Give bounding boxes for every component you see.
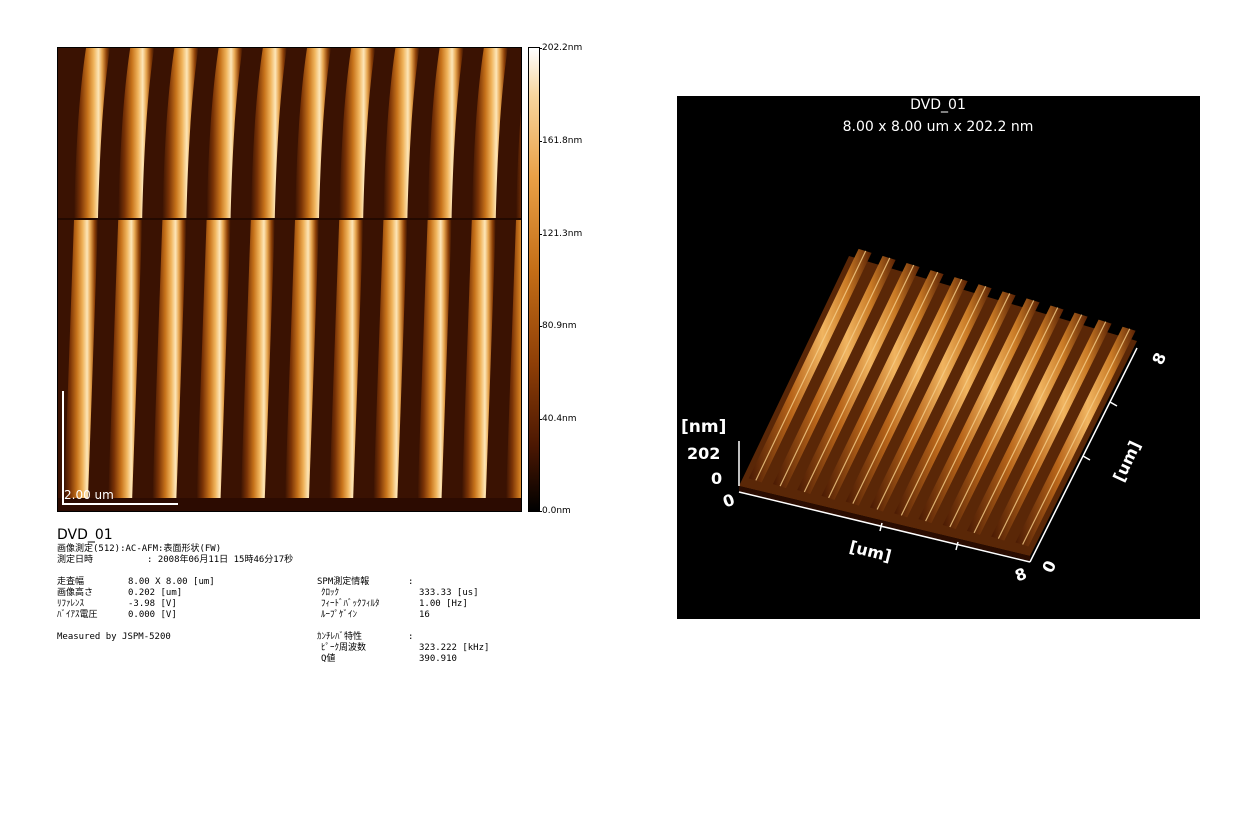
height-stripe bbox=[383, 48, 420, 218]
ridge-highlight bbox=[973, 314, 1083, 534]
param-value: -3.98 [V] bbox=[128, 599, 177, 609]
spm-param-label: ｸﾛｯｸ bbox=[321, 588, 340, 598]
y-axis-tick bbox=[1082, 455, 1091, 461]
x-end-label: 8 bbox=[1012, 564, 1029, 586]
colon: : bbox=[408, 632, 414, 642]
ridge-highlight bbox=[828, 271, 939, 499]
y-axis-tick bbox=[955, 541, 959, 551]
param-value: 8.00 X 8.00 [um] bbox=[128, 577, 215, 587]
x-unit-label: [um] bbox=[847, 537, 893, 566]
height-stripe bbox=[506, 220, 521, 498]
measured-by: Measured by JSPM-5200 bbox=[57, 632, 171, 642]
ridge-highlight bbox=[925, 300, 1035, 522]
z-max-label: 202 bbox=[687, 444, 720, 463]
height-stripe bbox=[329, 220, 364, 498]
colorbar-tick: 161.8nm bbox=[538, 136, 583, 146]
spm-param-label: ﾙｰﾌﾟｹﾞｲﾝ bbox=[321, 610, 358, 620]
height-stripe bbox=[74, 48, 110, 218]
ridge-highlight bbox=[997, 321, 1107, 539]
height-stripe bbox=[196, 220, 231, 498]
height-stripe bbox=[285, 220, 319, 498]
param-value: 0.202 [um] bbox=[128, 588, 183, 598]
param-label: ﾊﾞｲｱｽ電圧 bbox=[57, 610, 98, 620]
afm-3d-view: DVD_01 8.00 x 8.00 um x 202.2 nm [nm] 20… bbox=[677, 96, 1200, 619]
y-axis bbox=[1029, 347, 1138, 563]
colon: : bbox=[408, 577, 414, 587]
param-label: ﾘﾌｧﾚﾝｽ bbox=[57, 599, 85, 609]
x-axis bbox=[738, 491, 1031, 563]
height-stripe bbox=[427, 48, 464, 218]
height-stripe bbox=[162, 48, 199, 218]
scale-bar-label: 2.00 um bbox=[64, 488, 114, 502]
origin-label: 0 bbox=[720, 490, 737, 512]
height-stripe bbox=[152, 220, 187, 498]
height-stripe bbox=[516, 111, 521, 218]
spm-param-value: 333.33 [us] bbox=[419, 588, 479, 598]
spm-param-value: 1.00 [Hz] bbox=[419, 599, 468, 609]
y-start-label: 0 bbox=[1038, 558, 1060, 576]
param-label: 画像高さ bbox=[57, 588, 94, 598]
ridge-highlight bbox=[803, 264, 915, 493]
measurement-title: DVD_01 bbox=[57, 527, 113, 543]
spm-header: SPM測定情報 bbox=[317, 577, 370, 587]
view3d-title: DVD_01 bbox=[910, 97, 966, 113]
height-stripe bbox=[64, 220, 98, 498]
param-label: 走査幅 bbox=[57, 577, 85, 587]
afm-height-image bbox=[57, 47, 522, 512]
z-unit-label: [nm] bbox=[681, 417, 726, 437]
spm-param-value: 16 bbox=[419, 610, 430, 620]
ridge-highlight bbox=[876, 285, 987, 510]
colorbar-tick: 202.2nm bbox=[538, 43, 583, 53]
height-color-bar bbox=[528, 47, 540, 512]
height-stripe bbox=[206, 48, 243, 218]
cantilever-header: ｶﾝﾁﾚﾊﾞ特性 bbox=[317, 632, 363, 642]
ridge-highlight bbox=[755, 250, 867, 481]
spm-param-label: ﾌｨｰﾄﾞﾊﾞｯｸﾌｨﾙﾀ bbox=[321, 599, 380, 609]
ridge-highlight bbox=[852, 278, 963, 504]
height-stripe bbox=[295, 48, 331, 218]
view3d-subtitle: 8.00 x 8.00 um x 202.2 nm bbox=[843, 119, 1034, 135]
surface-base bbox=[739, 256, 1137, 556]
height-stripe bbox=[240, 220, 275, 498]
cantilever-param-value: 390.910 bbox=[419, 654, 457, 664]
cantilever-param-value: 323.222 [kHz] bbox=[419, 643, 490, 653]
colorbar-tick: 80.9nm bbox=[539, 321, 577, 331]
ridge-highlight bbox=[779, 257, 891, 487]
height-stripe bbox=[461, 220, 496, 498]
height-stripe bbox=[250, 48, 287, 218]
colorbar-tick: 40.4nm bbox=[539, 414, 577, 424]
height-stripe bbox=[118, 48, 155, 218]
height-stripe bbox=[417, 220, 452, 498]
z-min-label: 0 bbox=[711, 469, 722, 488]
bottom-dark-band bbox=[58, 498, 521, 511]
x-axis-tick bbox=[879, 522, 883, 532]
date-value: : 2008年06月11日 15時46分17秒 bbox=[147, 555, 294, 565]
date-label: 測定日時 bbox=[57, 555, 94, 565]
y-unit-label: [um] bbox=[1109, 438, 1144, 485]
scan-artifact-line bbox=[58, 218, 521, 220]
ridge-highlight bbox=[949, 307, 1059, 528]
height-stripe bbox=[373, 220, 408, 498]
colorbar-tick: 121.3nm bbox=[538, 229, 583, 239]
height-stripe bbox=[108, 220, 143, 498]
param-value: 0.000 [V] bbox=[128, 610, 177, 620]
height-stripe bbox=[471, 48, 508, 218]
cantilever-param-label: Q値 bbox=[321, 654, 336, 664]
y-end-label: 8 bbox=[1148, 350, 1170, 368]
ridge-highlight bbox=[1022, 328, 1131, 545]
height-stripe bbox=[339, 48, 376, 218]
mode-line: 画像測定(512):AC-AFM:表面形状(FW) bbox=[57, 544, 222, 554]
colorbar-tick: 0.0nm bbox=[539, 506, 571, 516]
y-axis-tick bbox=[1109, 401, 1118, 407]
cantilever-param-label: ﾋﾟｰｸ周波数 bbox=[321, 643, 367, 653]
ridge-highlight bbox=[900, 293, 1011, 516]
